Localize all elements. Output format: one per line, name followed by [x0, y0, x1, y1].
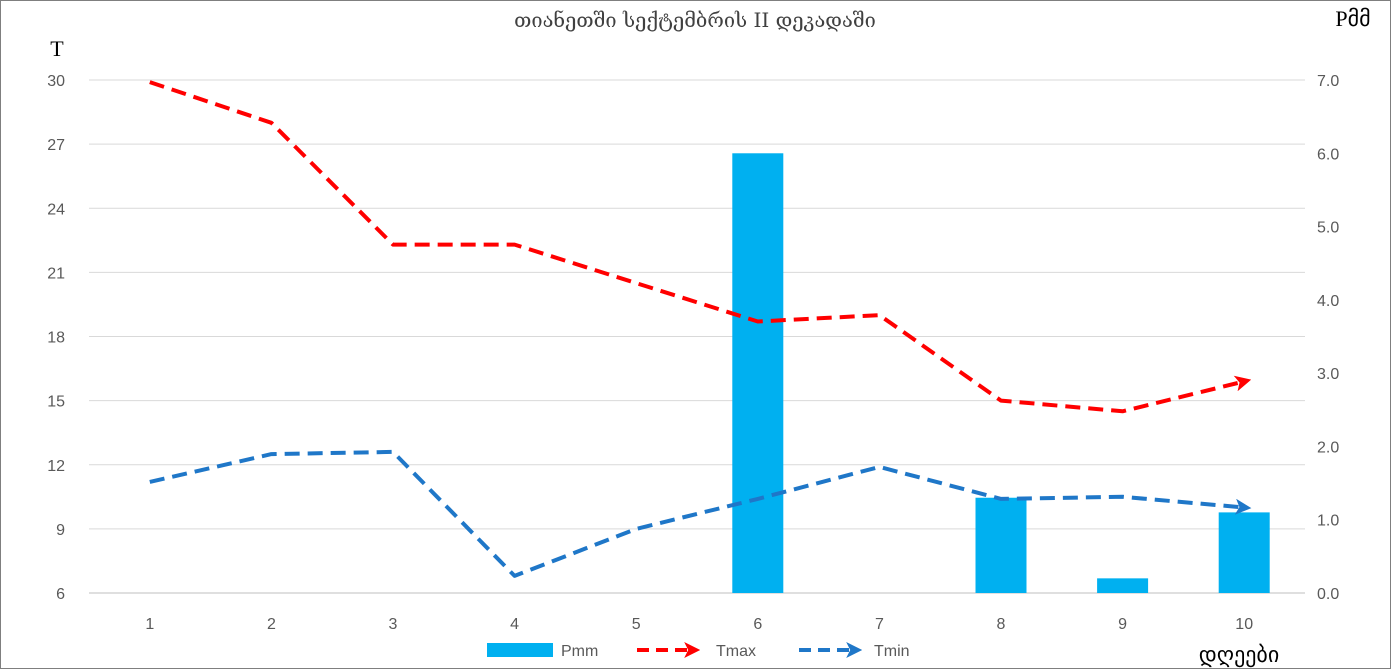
- x-tick-label: 3: [389, 616, 398, 633]
- right-tick-label: 5.0: [1317, 220, 1339, 237]
- bar-pmm: [975, 497, 1027, 593]
- right-axis-title: Pმმ: [1335, 6, 1370, 31]
- chart-title: თიანეთში სექტემბრის II დეკადაში: [514, 8, 876, 32]
- x-tick-label: 9: [1118, 616, 1127, 633]
- bar-series: [732, 153, 1270, 594]
- right-tick-label: 3.0: [1317, 366, 1339, 383]
- left-tick-label: 9: [56, 522, 65, 539]
- legend-label-pmm: Pmm: [561, 643, 598, 660]
- bar-pmm: [1097, 578, 1149, 593]
- x-tick-label: 4: [510, 616, 519, 633]
- left-tick-label: 15: [47, 394, 65, 411]
- legend-label-tmin: Tmin: [874, 643, 910, 660]
- right-tick-label: 7.0: [1317, 73, 1339, 90]
- left-tick-label: 30: [47, 73, 65, 90]
- right-tick-label: 4.0: [1317, 293, 1339, 310]
- x-tick-label: 5: [632, 616, 641, 633]
- legend: Pmm Tmax Tmin: [487, 642, 910, 660]
- left-tick-label: 24: [47, 201, 65, 218]
- x-tick-label: 1: [145, 616, 154, 633]
- left-tick-label: 21: [47, 265, 65, 282]
- line-series: [149, 80, 1252, 578]
- tick-labels: 69121518212427300.01.02.03.04.05.06.07.0…: [47, 73, 1339, 633]
- bar-pmm: [1218, 512, 1270, 593]
- right-tick-label: 1.0: [1317, 513, 1339, 530]
- legend-label-tmax: Tmax: [716, 643, 756, 660]
- left-tick-label: 6: [56, 586, 65, 603]
- x-tick-label: 6: [753, 616, 762, 633]
- x-tick-label: 2: [267, 616, 276, 633]
- gridlines: [89, 79, 1305, 594]
- x-tick-label: 7: [875, 616, 884, 633]
- x-tick-label: 8: [997, 616, 1006, 633]
- left-tick-label: 12: [47, 458, 65, 475]
- left-tick-label: 27: [47, 137, 65, 154]
- line-tmin: [149, 449, 1252, 578]
- right-tick-label: 0.0: [1317, 586, 1339, 603]
- line-tmax: [149, 80, 1252, 414]
- left-axis-title: T: [50, 36, 64, 61]
- x-tick-label: 10: [1235, 616, 1253, 633]
- bar-pmm: [732, 153, 784, 594]
- legend-swatch-pmm: [487, 643, 553, 657]
- right-tick-label: 2.0: [1317, 439, 1339, 456]
- left-tick-label: 18: [47, 330, 65, 347]
- x-axis-title: დღეები: [1199, 642, 1279, 668]
- right-tick-label: 6.0: [1317, 146, 1339, 163]
